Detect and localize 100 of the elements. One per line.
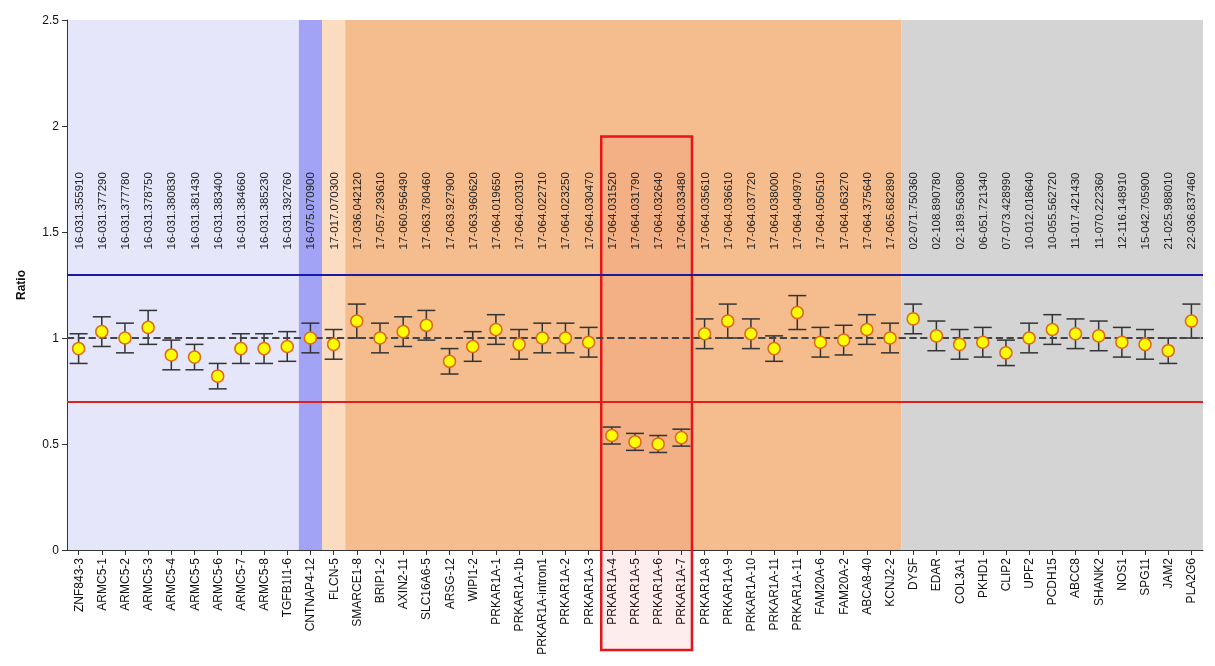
annotation: 17-064.031520 [605,172,618,250]
annotation: 16-031.378750 [142,172,155,250]
x-tick-label: DYSF [906,558,921,591]
x-tick-label: PRKAR1A-11 [767,557,782,631]
point [836,333,851,347]
point [581,335,596,349]
annotation: 16-031.377290 [95,172,108,250]
point [71,341,86,356]
x-tick-label: COL3A1 [952,557,967,605]
point [1115,335,1129,349]
annotation: 02-189.563080 [953,172,966,250]
annotation: 17-064.375640 [860,172,873,250]
point [95,324,109,339]
annotation: 06-051.721340 [976,172,989,250]
y-tick-label: 0.5 [42,437,60,451]
y-tick-label: 2 [52,119,60,133]
annotation: 15-042.705900 [1139,172,1152,250]
point [860,322,874,337]
point [721,314,735,328]
x-tick-label: KCNJ2-2 [883,557,898,607]
x-tick-label: PRKAR1A-4 [604,557,619,625]
annotation: 07-073.428990 [999,172,1012,250]
point [767,341,781,356]
point [952,337,967,352]
y-tick-label: 1 [52,331,60,345]
point [465,339,480,354]
x-tick-label: PCDH15 [1045,557,1060,606]
annotation: 10-055.562720 [1046,172,1059,250]
annotation: 16-031.384660 [234,172,247,250]
annotation: 17-063.960620 [466,172,479,250]
x-tick-label: PRKAR1A-1b [512,557,527,632]
point [141,320,155,335]
x-tick-label: ARMC5-6 [210,557,225,611]
point [419,318,434,333]
x-tick-label: SPG11 [1138,557,1153,596]
annotation: 17-064.032640 [652,172,665,250]
x-tick-label: ARMC5-7 [233,557,248,611]
point [929,329,944,343]
point [1022,331,1036,345]
x-tick-label: ABCA8-40 [859,557,874,615]
annotation: 17-064.035610 [698,172,711,250]
point [118,331,132,345]
x-tick-label: SMARCE1-8 [349,557,364,627]
x-tick-label: PRKAR1A-11 [790,557,805,631]
point [350,314,364,328]
annotation: 17-064.036610 [721,172,734,250]
x-tick-label: PRKAR1A-1 [488,557,503,625]
point [1068,327,1083,341]
annotation: 17-064.022710 [536,172,549,250]
x-tick-label: CNTNAP4-12 [303,557,318,632]
x-tick-label: SHANK2 [1091,557,1106,607]
annotation: 16-031.377780 [118,172,131,250]
annotation: 16-075.070900 [304,172,317,250]
annotation: 17-060.956490 [397,172,410,250]
x-tick-label: ABCC8 [1068,557,1083,599]
annotation: 16-031.392760 [281,172,294,250]
x-tick-label: PRKAR1A-8 [697,557,712,625]
point [210,369,225,383]
point [1161,343,1175,358]
x-tick-label: ARMC5-5 [187,557,202,611]
point [442,354,457,369]
annotation: 16-031.385230 [258,172,271,250]
x-tick-label: CLIP2 [998,557,1013,592]
annotation: 02-071.750360 [907,172,920,250]
x-tick-label: SLC16A6-5 [419,557,434,621]
x-tick-label: PLA2G6 [1184,557,1199,604]
x-tick-label: UPF2 [1022,557,1037,589]
point [976,335,990,349]
point [1045,322,1060,337]
point [187,350,202,364]
x-tick-label: EDAR [929,557,944,592]
x-tick-label: PRKAR1A-9 [720,557,735,625]
x-tick-label: FLCN-5 [326,557,341,601]
point [280,339,294,354]
annotation: 16-031.381430 [188,172,201,250]
annotation: 17-063.780460 [420,172,433,250]
annotation: 12-116.148910 [1115,172,1128,250]
point [744,327,758,341]
annotation: 17-064.031790 [629,172,641,250]
annotation: 17-036.042120 [350,172,363,250]
annotation: 11-017.421430 [1069,172,1082,250]
point [790,305,805,320]
x-tick-label: PRKAR1A-6 [651,557,666,625]
y-tick-label: 1.5 [42,225,60,239]
x-tick-label: ZNF843-3 [71,557,86,613]
point [558,331,573,345]
x-tick-label: PRKAR1A-2 [558,557,573,625]
annotation: 21-025.988010 [1162,172,1175,250]
x-tick-label: TGFB1I1-6 [280,557,295,618]
y-tick-label: 0 [52,543,60,557]
x-tick-label: ARMC5-1 [94,557,109,611]
x-tick-label: PRKAR1A-5 [628,557,642,625]
x-tick-label: PRKAR1A-intron1 [535,557,550,655]
x-tick-label: ARMC5-2 [117,557,132,611]
annotation: 17-064.040970 [791,172,804,250]
point [303,331,318,345]
point [999,346,1013,360]
point [535,331,550,345]
x-tick-label: ARMC5-4 [164,557,179,611]
x-tick-label: AXIN2-11 [396,557,411,610]
